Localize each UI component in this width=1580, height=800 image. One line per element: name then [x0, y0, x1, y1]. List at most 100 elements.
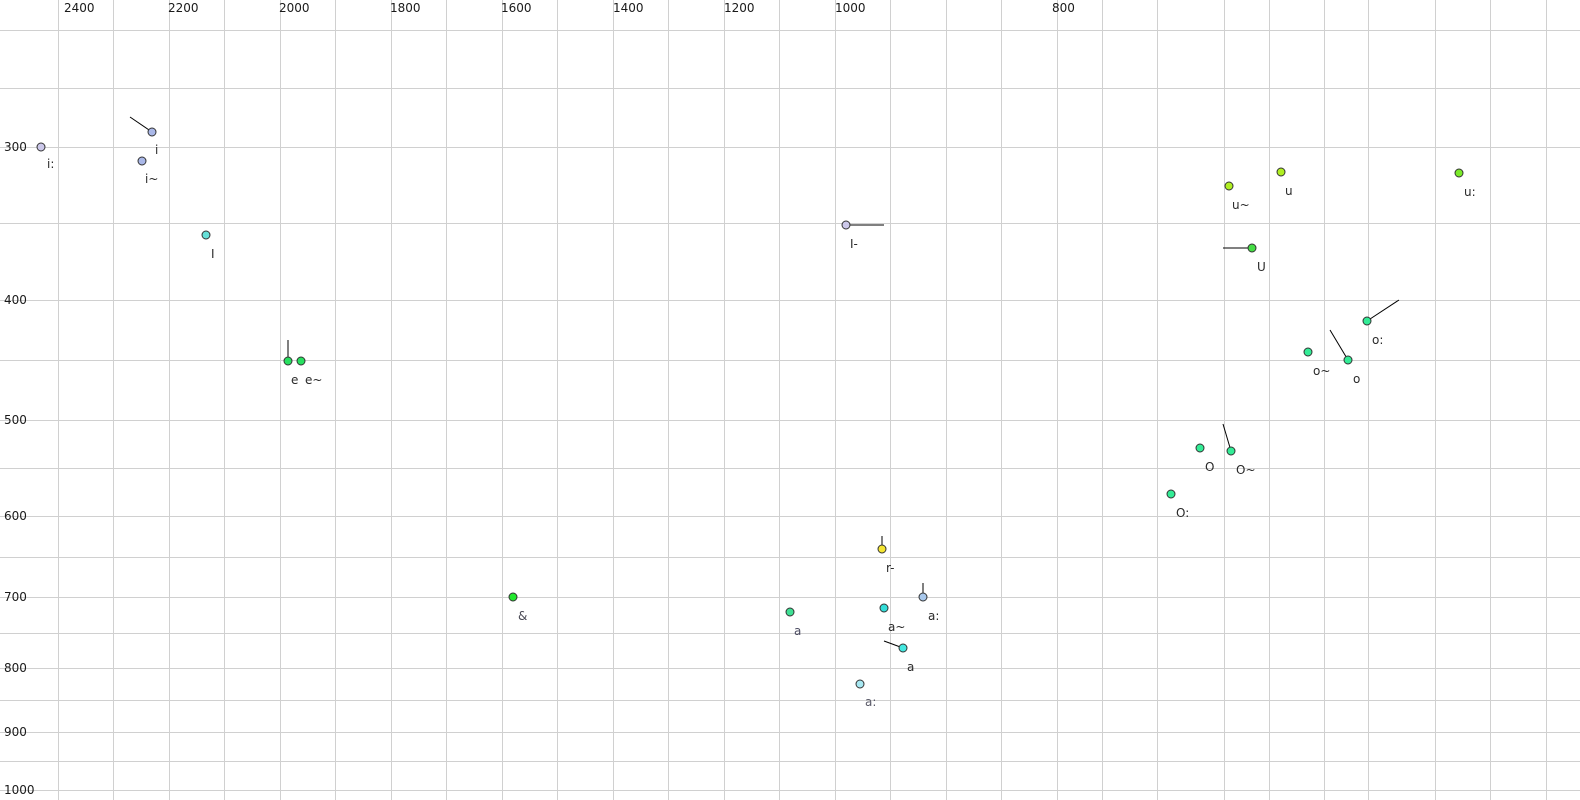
vowel-point-i~[interactable]	[137, 156, 147, 166]
vowel-point-a~[interactable]	[879, 603, 889, 613]
vowel-point-i:[interactable]	[36, 142, 46, 152]
gridline-horizontal-14	[0, 732, 1580, 733]
vowel-point-O:[interactable]	[1166, 489, 1176, 499]
y-tick-label-300: 300	[4, 140, 27, 154]
vowel-label-u:: u:	[1464, 185, 1476, 199]
vowel-point-O~[interactable]	[1226, 446, 1236, 456]
gridline-horizontal-12	[0, 668, 1580, 669]
vowel-point-r-[interactable]	[877, 544, 887, 554]
y-tick-label-400: 400	[4, 293, 27, 307]
gridline-vertical-14	[835, 0, 836, 800]
vowel-label-&: &	[518, 609, 528, 623]
vowel-label-r-: r-	[886, 561, 895, 575]
vowel-label-U: U	[1257, 260, 1266, 274]
gridline-vertical-12	[724, 0, 725, 800]
gridline-horizontal-0	[0, 30, 1580, 31]
vowel-point-e[interactable]	[283, 356, 293, 366]
gridline-vertical-9	[557, 0, 558, 800]
vowel-point-i[interactable]	[147, 127, 157, 137]
gridline-horizontal-10	[0, 597, 1580, 598]
vowel-point-u:[interactable]	[1454, 168, 1464, 178]
gridline-horizontal-11	[0, 633, 1580, 634]
vowel-point-a[interactable]	[785, 607, 795, 617]
gridline-vertical-16	[946, 0, 947, 800]
vowel-point-O[interactable]	[1195, 443, 1205, 453]
vowel-point-u~[interactable]	[1224, 181, 1234, 191]
gridline-vertical-20	[1157, 0, 1158, 800]
gridline-vertical-17	[1001, 0, 1002, 800]
gridline-vertical-18	[1057, 0, 1058, 800]
vowel-point-I[interactable]	[201, 230, 211, 240]
y-tick-label-900: 900	[4, 725, 27, 739]
gridline-vertical-10	[613, 0, 614, 800]
gridline-vertical-13	[779, 0, 780, 800]
gridline-vertical-21	[1224, 0, 1225, 800]
vowel-point-a[interactable]	[898, 643, 908, 653]
vowel-label-o~: o~	[1313, 364, 1331, 378]
gridline-vertical-5	[335, 0, 336, 800]
vowel-label-i: i	[155, 143, 159, 157]
vowel-label-o:: o:	[1372, 333, 1384, 347]
gridline-horizontal-6	[0, 420, 1580, 421]
gridline-vertical-19	[1102, 0, 1103, 800]
gridline-horizontal-15	[0, 761, 1580, 762]
vowel-point-u[interactable]	[1276, 167, 1286, 177]
vowel-label-O~: O~	[1236, 463, 1256, 477]
vowel-point-a:[interactable]	[918, 592, 928, 602]
x-tick-label-800: 800	[1052, 1, 1075, 15]
x-tick-label-1600: 1600	[501, 1, 532, 15]
vowel-label-I-: I-	[850, 237, 858, 251]
gridline-horizontal-7	[0, 468, 1580, 469]
gridline-horizontal-1	[0, 88, 1580, 89]
gridline-vertical-25	[1435, 0, 1436, 800]
vowel-label-e~: e~	[305, 373, 323, 387]
vowel-point-&[interactable]	[508, 592, 518, 602]
x-tick-label-2200: 2200	[168, 1, 199, 15]
vowel-point-I-[interactable]	[841, 220, 851, 230]
gridline-horizontal-13	[0, 700, 1580, 701]
x-tick-label-1000: 1000	[835, 1, 866, 15]
gridline-vertical-26	[1490, 0, 1491, 800]
trajectory-line-o:	[1366, 299, 1400, 322]
gridline-vertical-7	[446, 0, 447, 800]
y-tick-label-1000: 1000	[4, 783, 35, 797]
y-tick-label-800: 800	[4, 661, 27, 675]
vowel-point-o:[interactable]	[1362, 316, 1372, 326]
gridline-horizontal-5	[0, 360, 1580, 361]
vowel-point-U[interactable]	[1247, 243, 1257, 253]
vowel-label-a:: a:	[865, 695, 877, 709]
gridline-vertical-22	[1269, 0, 1270, 800]
gridline-vertical-6	[391, 0, 392, 800]
x-tick-label-2000: 2000	[279, 1, 310, 15]
gridline-horizontal-9	[0, 557, 1580, 558]
x-tick-label-2400: 2400	[64, 1, 95, 15]
vowel-point-o~[interactable]	[1303, 347, 1313, 357]
vowel-point-e~[interactable]	[296, 356, 306, 366]
y-tick-label-700: 700	[4, 590, 27, 604]
gridline-vertical-27	[1546, 0, 1547, 800]
vowel-label-a:: a:	[928, 609, 940, 623]
vowel-label-I: I	[211, 247, 215, 261]
vowel-label-o: o	[1353, 372, 1361, 386]
vowel-label-a~: a~	[888, 620, 906, 634]
gridline-horizontal-4	[0, 300, 1580, 301]
gridline-vertical-24	[1368, 0, 1369, 800]
vowel-label-u~: u~	[1232, 198, 1250, 212]
vowel-point-o[interactable]	[1343, 355, 1353, 365]
gridline-horizontal-2	[0, 147, 1580, 148]
y-tick-label-500: 500	[4, 413, 27, 427]
vowel-point-a:[interactable]	[855, 679, 865, 689]
gridline-vertical-23	[1324, 0, 1325, 800]
gridline-vertical-4	[280, 0, 281, 800]
y-tick-label-600: 600	[4, 509, 27, 523]
vowel-label-i:: i:	[47, 157, 55, 171]
gridline-vertical-2	[169, 0, 170, 800]
x-tick-label-1400: 1400	[613, 1, 644, 15]
x-tick-label-1800: 1800	[390, 1, 421, 15]
vowel-label-O: O	[1205, 460, 1215, 474]
vowel-label-O:: O:	[1176, 506, 1190, 520]
gridline-vertical-3	[224, 0, 225, 800]
gridline-vertical-8	[502, 0, 503, 800]
